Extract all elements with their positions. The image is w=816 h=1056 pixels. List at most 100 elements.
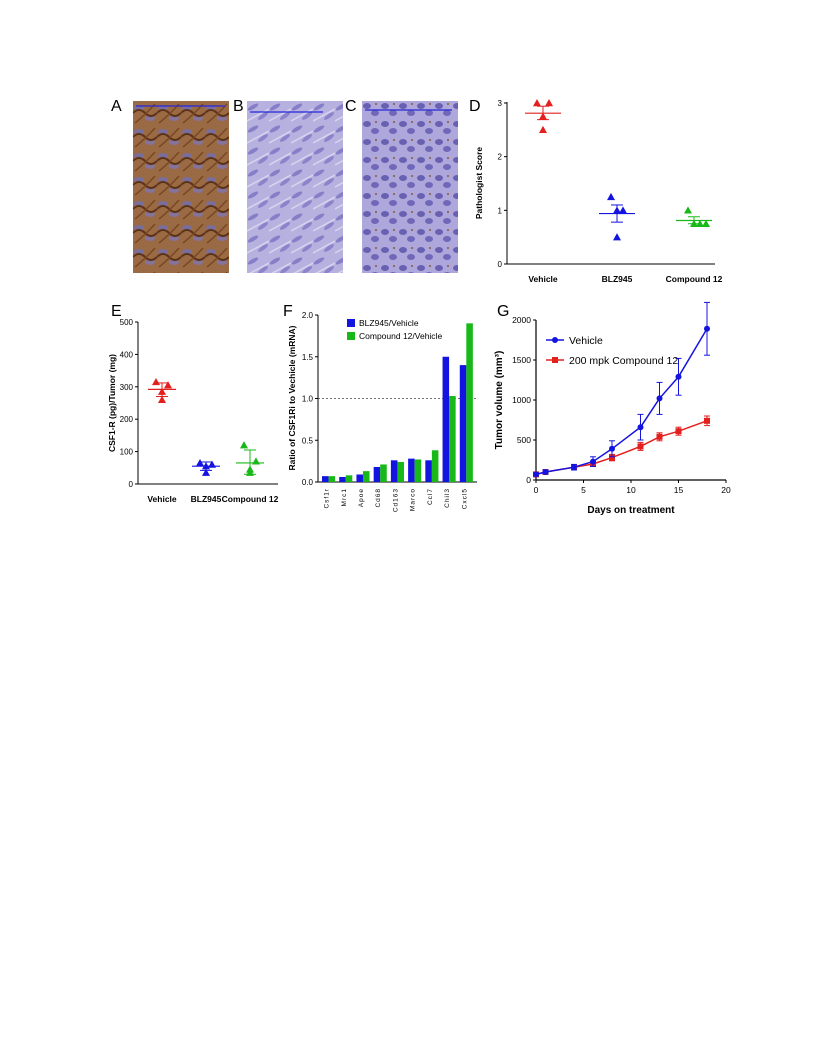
panel-label-e: E [111, 303, 122, 320]
g-xtick-label: 10 [626, 485, 636, 495]
legend-marker-vehicle [552, 337, 558, 343]
chart-e-ylabel: CSF1-R (pg)/Tumor (mg) [107, 354, 117, 452]
panel-label-f: F [283, 303, 293, 320]
d-data-point [684, 206, 692, 214]
panel-label-d: D [469, 98, 481, 115]
micrograph-c-image [362, 101, 458, 273]
g-point-vehicle [609, 445, 615, 452]
d-ytick-label: 0 [498, 260, 503, 269]
panel-label-g: G [497, 303, 510, 320]
chart-g-ylabel: Tumor volume (mm³) [494, 351, 505, 450]
g-point-vehicle [656, 395, 663, 402]
e-ytick-label: 400 [120, 350, 134, 359]
d-category-label: BLZ945 [602, 274, 633, 284]
f-bar-blz945 [373, 466, 381, 482]
g-ytick-label: 1000 [512, 395, 531, 405]
f-category-label: Cd163 [392, 488, 399, 512]
legend-swatch-blz945 [347, 319, 355, 327]
f-ytick-label: 1.0 [302, 395, 314, 404]
legend-swatch-compound12 [347, 332, 355, 340]
g-point-compound12 [609, 454, 615, 461]
micrograph-a-image [133, 101, 229, 273]
g-point-compound12 [704, 417, 710, 424]
f-bar-compound12 [466, 323, 473, 482]
panel-label-c: C [345, 98, 357, 115]
chart-f: Ratio of CSF1Ri to Vechicle (mRNA) 0.0 0.… [287, 311, 477, 512]
e-data-point [152, 377, 160, 386]
g-point-vehicle [533, 471, 539, 478]
f-category-label: Chil3 [444, 488, 451, 508]
micrograph-b-image [247, 101, 343, 273]
g-xtick-label: 15 [674, 485, 684, 495]
chart-g-xlabel: Days on treatment [587, 505, 675, 516]
chart-g: Tumor volume (mm³) Days on treatment 050… [494, 301, 731, 516]
d-data-point [702, 219, 710, 227]
d-ytick-label: 2 [498, 153, 503, 162]
f-bar-blz945 [322, 476, 329, 482]
legend-label-blz945: BLZ945/Vehicle [359, 318, 419, 328]
e-data-point [240, 441, 248, 449]
e-category-label: BLZ945 [191, 494, 222, 504]
d-data-point [613, 233, 621, 241]
g-point-vehicle [571, 464, 577, 471]
e-ytick-label: 300 [120, 383, 134, 392]
chart-d: Pathologist Score 0 1 2 3 Vehicle BLZ945 Comp… [474, 99, 723, 284]
f-ytick-label: 2.0 [302, 311, 314, 320]
f-bar-compound12 [431, 450, 439, 482]
d-ytick-label: 3 [498, 99, 503, 108]
f-bar-compound12 [414, 459, 422, 482]
g-point-compound12 [656, 433, 663, 440]
e-data-point [158, 395, 166, 403]
f-bar-blz945 [442, 356, 450, 482]
g-xtick-label: 5 [581, 485, 586, 495]
e-ytick-label: 200 [120, 415, 134, 424]
f-ytick-label: 0.0 [302, 478, 314, 487]
f-bar-compound12 [328, 476, 336, 482]
e-ytick-label: 500 [120, 318, 134, 327]
chart-f-legend: BLZ945/Vehicle Compound 12/Vehicle [347, 318, 442, 341]
d-ytick-label: 1 [498, 206, 503, 215]
f-bar-blz945 [390, 460, 398, 482]
f-ytick-label: 0.5 [302, 436, 314, 445]
f-bar-blz945 [425, 460, 432, 482]
d-data-point [533, 99, 541, 107]
g-series-line-vehicle [535, 328, 708, 476]
e-category-label: Compound 12 [222, 494, 279, 504]
panel-label-b: B [233, 98, 244, 115]
d-data-point [539, 125, 547, 134]
e-category-label: Vehicle [147, 494, 177, 504]
f-category-label: Marco [410, 488, 417, 511]
e-data-point [196, 458, 204, 467]
f-bar-compound12 [397, 461, 404, 482]
g-point-vehicle [590, 458, 596, 465]
f-category-label: Cd68 [375, 488, 382, 508]
d-category-label: Compound 12 [666, 274, 723, 284]
chart-g-legend: Vehicle 200 mpk Compound 12 [546, 335, 678, 367]
legend-label-vehicle: Vehicle [569, 335, 603, 347]
chart-f-ylabel: Ratio of CSF1Ri to Vechicle (mRNA) [287, 325, 297, 470]
f-category-label: Cxcl5 [461, 488, 468, 509]
legend-marker-compound12 [552, 357, 558, 363]
chart-d-ylabel: Pathologist Score [474, 147, 484, 220]
f-bar-blz945 [339, 476, 346, 482]
g-point-vehicle [704, 325, 710, 332]
e-data-point [164, 381, 172, 389]
d-category-label: Vehicle [528, 274, 558, 284]
g-ytick-label: 0 [526, 475, 531, 485]
chart-e-axes [137, 322, 278, 485]
f-bar-blz945 [459, 365, 467, 482]
f-bar-blz945 [408, 458, 415, 482]
f-category-label: Csf1r [324, 488, 331, 509]
f-bar-blz945 [356, 474, 363, 482]
f-bar-compound12 [380, 464, 387, 482]
g-ytick-label: 2000 [512, 315, 531, 325]
legend-label-compound12: Compound 12/Vehicle [359, 331, 442, 341]
g-point-vehicle [542, 469, 549, 475]
g-ytick-label: 1500 [512, 355, 531, 365]
e-ytick-label: 100 [120, 448, 134, 457]
e-ytick-label: 0 [129, 480, 134, 489]
panel-label-a: A [111, 98, 122, 115]
f-ytick-label: 1.5 [302, 353, 314, 362]
f-bar-compound12 [345, 475, 353, 482]
d-data-point [545, 99, 553, 107]
